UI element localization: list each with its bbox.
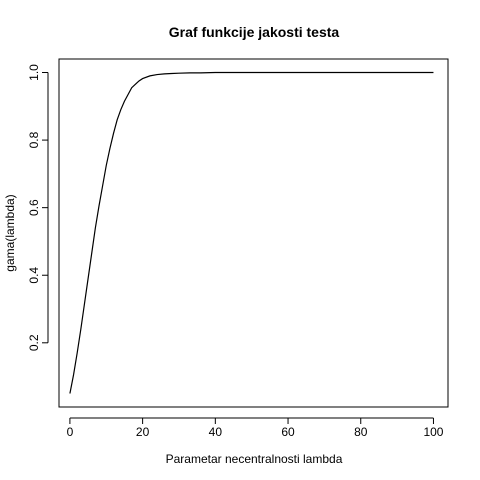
y-axis: 0.2 0.4 0.6 0.8 1.0 [27,64,49,351]
x-tick-label: 20 [136,425,150,439]
plot-frame [58,58,449,408]
x-tick-label: 40 [209,425,223,439]
series-line [69,71,434,394]
x-tick-label: 0 [67,425,74,439]
y-tick-label: 0.8 [27,131,41,148]
x-axis-label: Parametar necentralnosti lambda [166,452,343,466]
x-tick-label: 80 [354,425,368,439]
y-axis-label: gama(lambda) [3,194,17,271]
x-tick-label: 60 [281,425,295,439]
x-tick-label: 100 [423,425,443,439]
y-tick-label: 0.4 [27,267,41,284]
series-group [69,71,434,394]
y-tick-label: 0.2 [27,334,41,351]
x-axis: 0 20 40 60 80 100 [67,417,444,439]
y-tick-label: 1.0 [27,64,41,81]
y-tick-label: 0.6 [27,199,41,216]
chart-title: Graf funkcije jakosti testa [169,24,340,40]
